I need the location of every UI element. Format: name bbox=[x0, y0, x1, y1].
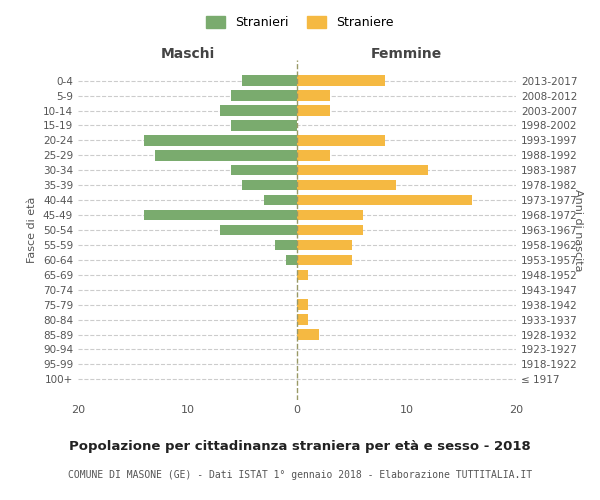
Bar bbox=[297, 76, 385, 86]
Bar bbox=[264, 195, 297, 205]
Bar bbox=[297, 195, 472, 205]
Text: Femmine: Femmine bbox=[371, 48, 442, 62]
Y-axis label: Anni di nascita: Anni di nascita bbox=[573, 188, 583, 271]
Bar bbox=[297, 254, 352, 265]
Text: COMUNE DI MASONE (GE) - Dati ISTAT 1° gennaio 2018 - Elaborazione TUTTITALIA.IT: COMUNE DI MASONE (GE) - Dati ISTAT 1° ge… bbox=[68, 470, 532, 480]
Text: Popolazione per cittadinanza straniera per età e sesso - 2018: Popolazione per cittadinanza straniera p… bbox=[69, 440, 531, 453]
Bar bbox=[242, 76, 297, 86]
Bar bbox=[297, 150, 330, 160]
Bar bbox=[297, 180, 395, 190]
Bar bbox=[220, 225, 297, 235]
Bar bbox=[297, 165, 428, 175]
Bar bbox=[144, 135, 297, 145]
Bar bbox=[232, 90, 297, 101]
Text: Maschi: Maschi bbox=[160, 48, 215, 62]
Bar bbox=[297, 300, 308, 310]
Bar bbox=[220, 106, 297, 116]
Legend: Stranieri, Straniere: Stranieri, Straniere bbox=[202, 11, 398, 34]
Bar bbox=[297, 210, 363, 220]
Bar bbox=[144, 210, 297, 220]
Bar bbox=[297, 135, 385, 145]
Bar bbox=[297, 240, 352, 250]
Bar bbox=[297, 270, 308, 280]
Bar bbox=[297, 90, 330, 101]
Bar bbox=[232, 165, 297, 175]
Bar bbox=[297, 106, 330, 116]
Bar bbox=[232, 120, 297, 130]
Y-axis label: Fasce di età: Fasce di età bbox=[28, 197, 37, 263]
Bar bbox=[297, 314, 308, 325]
Bar bbox=[297, 330, 319, 340]
Bar bbox=[286, 254, 297, 265]
Bar bbox=[155, 150, 297, 160]
Bar bbox=[242, 180, 297, 190]
Bar bbox=[297, 225, 363, 235]
Bar bbox=[275, 240, 297, 250]
